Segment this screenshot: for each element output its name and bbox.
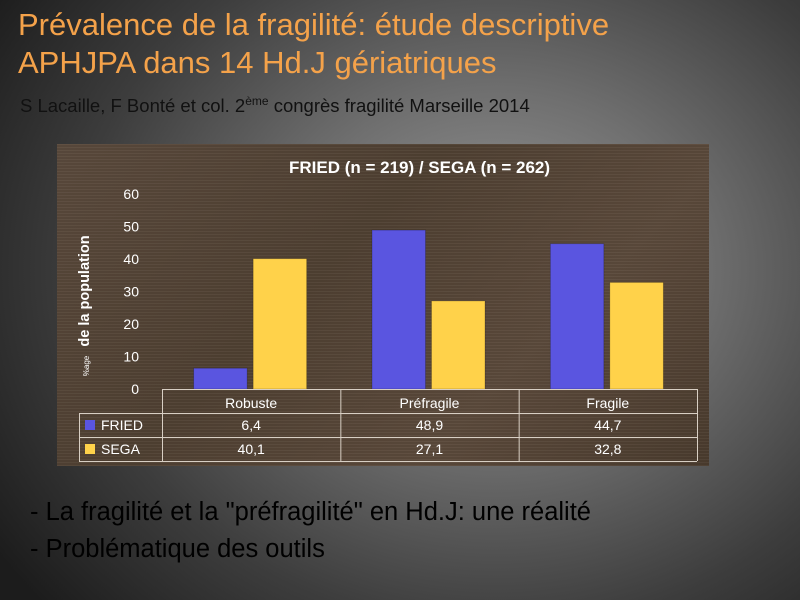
data-label-sega: 27,1	[416, 441, 443, 457]
subtitle-authors: S Lacaille, F Bonté et col. 2	[20, 95, 246, 116]
bar-fried	[549, 243, 605, 390]
legend-label-sega: SEGA	[101, 441, 141, 457]
y-tick-label: 30	[123, 284, 139, 300]
bar-sega	[252, 258, 308, 390]
y-axis-label: de la population	[77, 235, 93, 346]
x-category-label: Robuste	[225, 395, 277, 411]
bar-fried	[193, 367, 248, 390]
data-label-fried: 48,9	[416, 417, 443, 433]
y-axis-label-small: %age	[82, 355, 91, 376]
y-tick-label: 50	[123, 219, 139, 235]
bullet-item-1: - La fragilité et la "préfragilité" en H…	[30, 498, 591, 526]
data-label-fried: 6,4	[241, 417, 261, 433]
bullet-item-2: - Problématique des outils	[30, 535, 325, 563]
y-tick-label: 20	[123, 316, 139, 332]
y-tick-label: 10	[123, 349, 139, 365]
bullet-list: - La fragilité et la "préfragilité" en H…	[30, 494, 591, 568]
bar-sega	[431, 300, 486, 390]
data-label-sega: 32,8	[594, 441, 621, 457]
slide-subtitle: S Lacaille, F Bonté et col. 2ème congrès…	[20, 94, 530, 117]
chart-title: FRIED (n = 219) / SEGA (n = 262)	[289, 158, 550, 177]
chart-panel: FRIED (n = 219) / SEGA (n = 262) 0 10 20 30 4…	[57, 144, 709, 466]
y-tick-label: 60	[123, 186, 139, 202]
bar-chart: FRIED (n = 219) / SEGA (n = 262) 0 10 20 30 4…	[77, 158, 698, 462]
y-tick-label: 40	[123, 251, 139, 267]
legend-swatch-sega	[85, 444, 95, 454]
bar-fried	[371, 229, 426, 390]
y-tick-label: 0	[131, 381, 139, 397]
legend-label-fried: FRIED	[101, 417, 143, 433]
x-category-label: Fragile	[586, 395, 629, 411]
slide-title-line-1: Prévalence de la fragilité: étude descri…	[18, 7, 610, 42]
data-label-sega: 40,1	[238, 441, 265, 457]
data-label-fried: 44,7	[594, 417, 621, 433]
subtitle-event: congrès fragilité Marseille 2014	[268, 95, 530, 116]
bar-sega	[609, 281, 664, 390]
subtitle-superscript: ème	[245, 94, 269, 108]
slide-title-line-2: APHJPA dans 14 Hd.J gériatriques	[18, 45, 497, 80]
legend-swatch-fried	[85, 420, 95, 430]
x-category-label: Préfragile	[400, 395, 460, 411]
slide-title: Prévalence de la fragilité: étude descri…	[18, 6, 788, 82]
